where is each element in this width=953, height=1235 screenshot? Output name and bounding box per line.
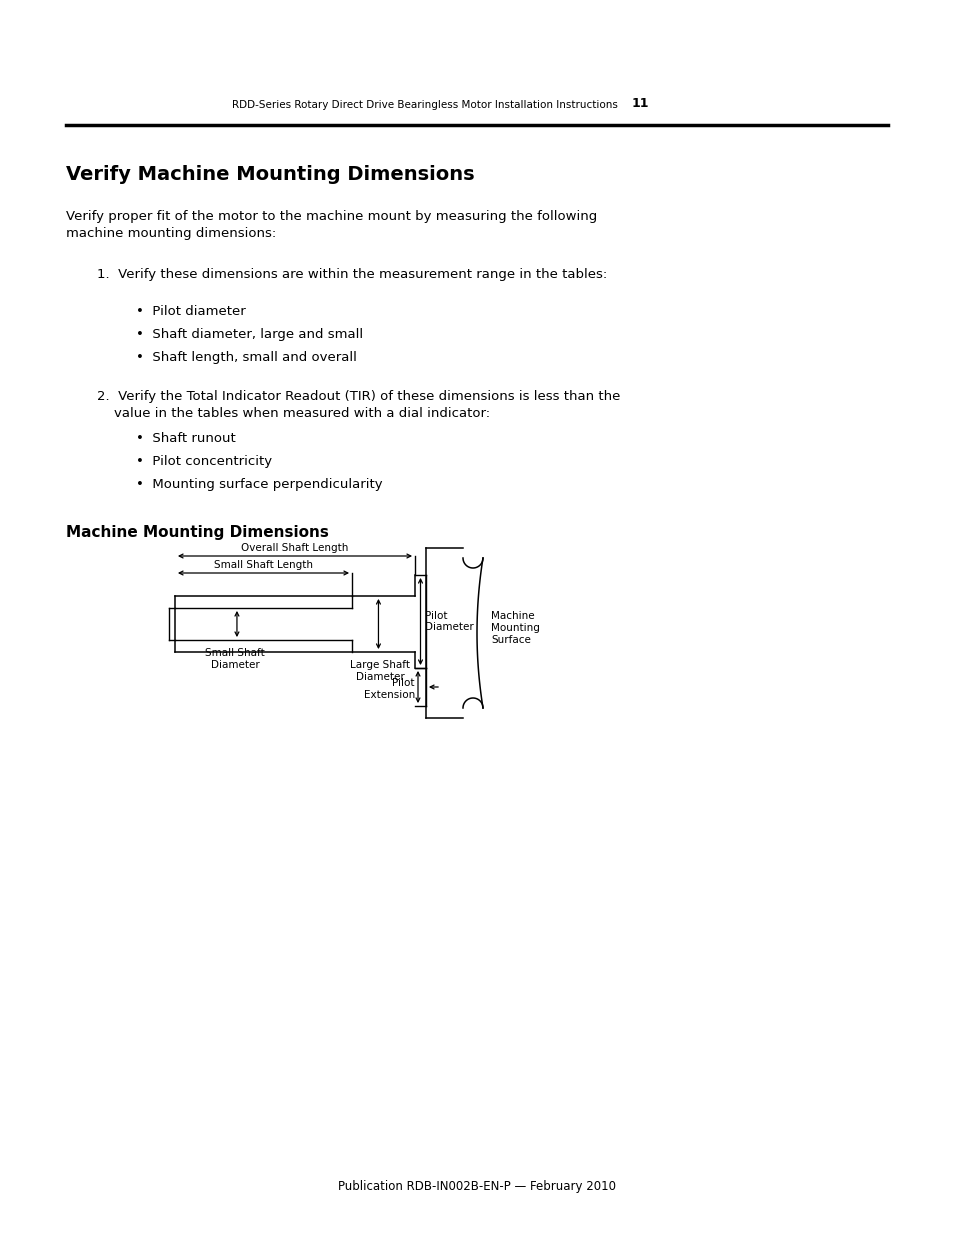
Text: •  Shaft runout: • Shaft runout <box>136 432 235 445</box>
Text: •  Mounting surface perpendicularity: • Mounting surface perpendicularity <box>136 478 382 492</box>
Text: Small Shaft Length: Small Shaft Length <box>213 559 313 571</box>
Text: Machine Mounting Dimensions: Machine Mounting Dimensions <box>66 525 329 540</box>
Text: 2.  Verify the Total Indicator Readout (TIR) of these dimensions is less than th: 2. Verify the Total Indicator Readout (T… <box>97 390 619 420</box>
Text: •  Shaft diameter, large and small: • Shaft diameter, large and small <box>136 329 363 341</box>
Text: Large Shaft
Diameter: Large Shaft Diameter <box>350 659 410 682</box>
Text: •  Pilot diameter: • Pilot diameter <box>136 305 246 317</box>
Text: Overall Shaft Length: Overall Shaft Length <box>241 543 349 553</box>
Text: Verify proper fit of the motor to the machine mount by measuring the following
m: Verify proper fit of the motor to the ma… <box>66 210 597 240</box>
Text: Pilot
Diameter: Pilot Diameter <box>425 610 474 632</box>
Text: •  Pilot concentricity: • Pilot concentricity <box>136 454 272 468</box>
Text: 1.  Verify these dimensions are within the measurement range in the tables:: 1. Verify these dimensions are within th… <box>97 268 607 282</box>
Text: Small Shaft
Diameter: Small Shaft Diameter <box>205 648 265 669</box>
Text: Machine
Mounting
Surface: Machine Mounting Surface <box>491 611 539 645</box>
Text: Verify Machine Mounting Dimensions: Verify Machine Mounting Dimensions <box>66 165 475 184</box>
Text: •  Shaft length, small and overall: • Shaft length, small and overall <box>136 351 356 364</box>
Text: Publication RDB-IN002B-EN-P — February 2010: Publication RDB-IN002B-EN-P — February 2… <box>337 1179 616 1193</box>
Text: 11: 11 <box>631 98 649 110</box>
Text: Pilot
Extension: Pilot Extension <box>363 678 415 700</box>
Text: RDD-Series Rotary Direct Drive Bearingless Motor Installation Instructions: RDD-Series Rotary Direct Drive Bearingle… <box>232 100 618 110</box>
